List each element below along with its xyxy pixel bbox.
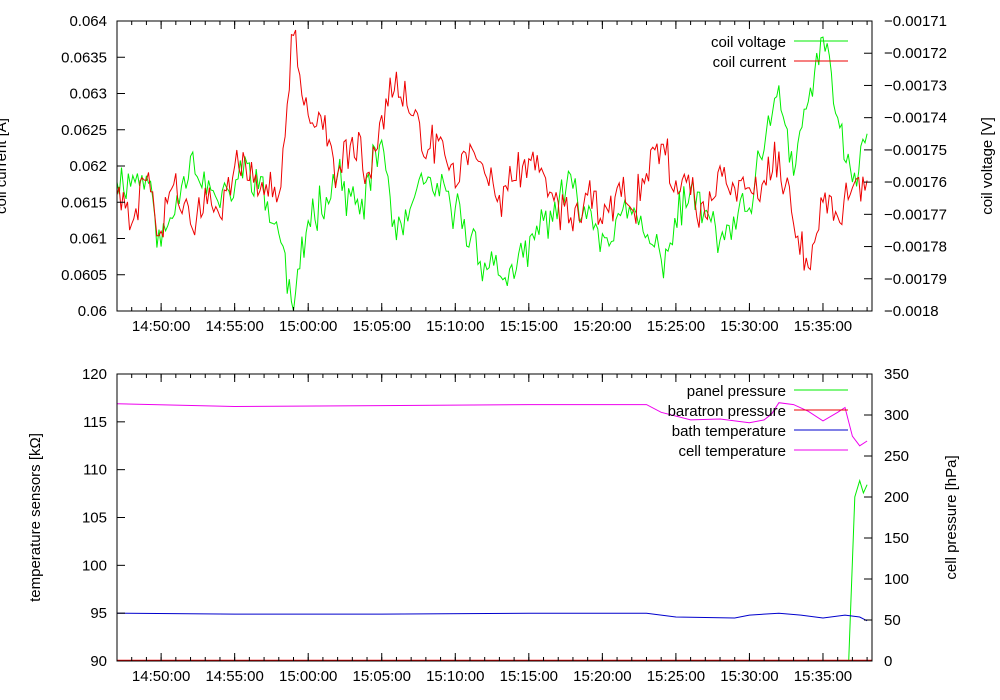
y2-tick-label: 150 — [884, 530, 909, 547]
coil-chart: 14:50:00 14:55:00 15:00:00 15:05:00 15:10:00… — [0, 13, 996, 335]
x-tick-label: 15:15:00 — [500, 318, 558, 335]
x-tick-label: 15:10:00 — [426, 668, 484, 685]
plot-area — [117, 402, 872, 661]
x-tick-label: 15:25:00 — [647, 668, 705, 685]
y2-tick-label: 250 — [884, 448, 909, 465]
legend-label: cell temperature — [678, 443, 786, 460]
y-tick-label: 95 — [90, 605, 107, 622]
y-tick-label: 120 — [82, 366, 107, 383]
x-tick-label: 15:00:00 — [279, 318, 337, 335]
y2-axis-title: coil voltage [V] — [979, 117, 996, 215]
x-tick-label: 15:35:00 — [794, 318, 852, 335]
y-tick-label: 0.061 — [69, 231, 107, 248]
y2-tick-label: 200 — [884, 489, 909, 506]
legend-label: coil voltage — [711, 34, 786, 51]
x-tick-label: 15:00:00 — [279, 668, 337, 685]
y2-tick-label: −0.00172 — [884, 45, 947, 62]
y2-tick-label: −0.00177 — [884, 206, 947, 223]
y-tick-label: 0.0635 — [61, 49, 107, 66]
y-tick-label: 0.0625 — [61, 122, 107, 139]
y2-tick-label: 100 — [884, 571, 909, 588]
y2-tick-label: 350 — [884, 366, 909, 383]
x-tick-label: 15:10:00 — [426, 318, 484, 335]
y2-tick-label: −0.00178 — [884, 239, 947, 256]
y-tick-label: 115 — [83, 414, 107, 431]
series-line-panel-pressure — [117, 478, 868, 661]
legend-label: bath temperature — [672, 423, 786, 440]
y2-tick-label: −0.0018 — [884, 303, 939, 320]
legend-label: baratron pressure — [668, 403, 786, 420]
x-tick-label: 15:20:00 — [573, 668, 631, 685]
series-line-coil-current — [117, 29, 868, 271]
x-tick-label: 15:30:00 — [720, 318, 778, 335]
plot-area — [117, 29, 868, 311]
y-tick-label: 0.062 — [69, 158, 107, 175]
x-tick-label: 14:55:00 — [205, 318, 263, 335]
y2-tick-label: −0.00171 — [884, 13, 947, 30]
x-tick-label: 14:55:00 — [205, 668, 263, 685]
x-tick-label: 14:50:00 — [132, 318, 190, 335]
y-tick-label: 0.0605 — [61, 267, 107, 284]
y-tick-label: 0.064 — [69, 13, 107, 30]
y2-tick-label: 300 — [884, 407, 909, 424]
x-tick-label: 15:05:00 — [353, 668, 411, 685]
series-line-coil-voltage — [117, 36, 868, 311]
x-tick-label: 15:25:00 — [647, 318, 705, 335]
y2-tick-label: −0.00176 — [884, 174, 947, 191]
y-tick-label: 110 — [83, 462, 107, 479]
series-line-cell-temperature — [117, 402, 868, 447]
y-axis-title: coil current [A] — [0, 118, 10, 214]
x-tick-label: 14:50:00 — [132, 668, 190, 685]
x-tick-label: 15:20:00 — [573, 318, 631, 335]
y-tick-label: 0.06 — [78, 303, 107, 320]
y-tick-label: 0.063 — [69, 86, 107, 103]
y-axis-title: temperature sensors [kΩ] — [27, 433, 44, 602]
series-line-bath-temperature — [117, 612, 868, 622]
y2-tick-label: −0.00175 — [884, 142, 947, 159]
y-tick-label: 100 — [82, 557, 107, 574]
y-tick-label: 105 — [82, 510, 107, 527]
y-tick-label: 0.0615 — [61, 194, 107, 211]
y2-tick-label: −0.00179 — [884, 271, 947, 288]
y2-tick-label: 0 — [884, 653, 892, 670]
legend-label: panel pressure — [687, 383, 786, 400]
y-tick-label: 90 — [90, 653, 107, 670]
y2-axis-title: cell pressure [hPa] — [943, 455, 960, 579]
x-tick-label: 15:35:00 — [794, 668, 852, 685]
y2-tick-label: −0.00173 — [884, 77, 947, 94]
x-tick-label: 15:30:00 — [720, 668, 778, 685]
x-tick-label: 15:15:00 — [500, 668, 558, 685]
y2-tick-label: −0.00174 — [884, 110, 947, 127]
y2-tick-label: 50 — [884, 612, 901, 629]
x-tick-label: 15:05:00 — [353, 318, 411, 335]
legend-label: coil current — [713, 54, 787, 71]
pressure-temperature-chart: 14:50:00 14:55:00 15:00:00 15:05:00 15:10:00… — [27, 366, 960, 685]
